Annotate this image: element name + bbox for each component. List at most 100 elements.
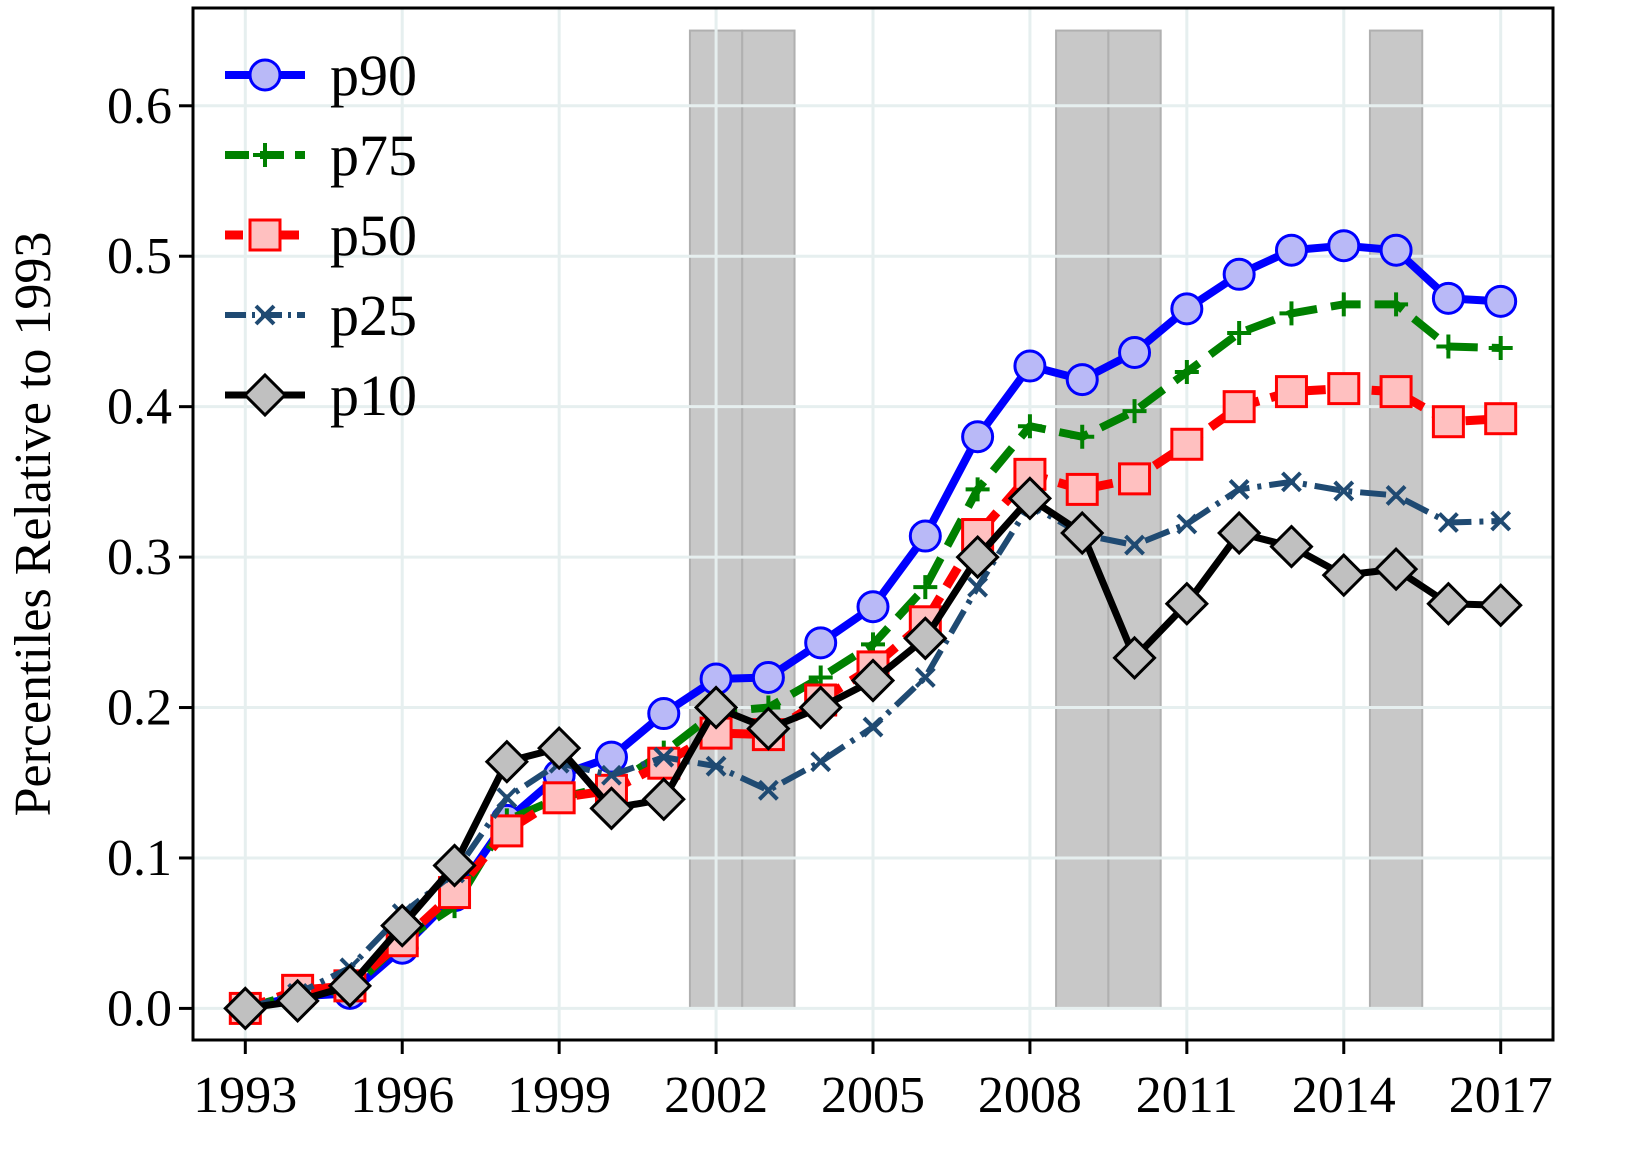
data-point-p10 (432, 843, 477, 888)
data-point-p75 (1174, 360, 1199, 385)
data-point-p10 (327, 963, 373, 1008)
recession-band (1368, 29, 1424, 1010)
data-point-p10 (275, 978, 320, 1024)
recession-band (1107, 29, 1162, 1010)
data-point-p10 (1478, 583, 1523, 628)
legend-label: p25 (330, 283, 417, 348)
data-point-p25 (1437, 512, 1459, 533)
x-tick-label: 1993 (193, 1067, 297, 1124)
legend-label: p75 (330, 123, 417, 188)
data-point-p90 (1379, 233, 1413, 267)
y-axis-label: Percentiles Relative to 1993 (5, 232, 62, 817)
data-point-p10 (693, 685, 739, 730)
legend-item-p90: p90 (225, 43, 417, 108)
data-point-p50 (1222, 390, 1256, 424)
data-point-p25 (1281, 471, 1302, 493)
legend-marker-p90 (248, 58, 282, 92)
data-point-p90 (961, 420, 995, 454)
data-point-p25 (862, 716, 884, 738)
data-point-p50 (647, 746, 681, 780)
legend-item-p25: p25 (225, 283, 417, 348)
data-point-p50 (1327, 372, 1361, 406)
data-point-p25 (496, 787, 518, 809)
legend-marker-p75 (253, 143, 277, 167)
y-tick-label: 0.4 (107, 379, 172, 436)
data-point-p10 (798, 685, 843, 730)
data-point-p90 (1484, 284, 1518, 318)
data-point-p50 (1379, 375, 1413, 409)
data-point-p10 (1060, 510, 1105, 556)
data-point-p10 (850, 658, 896, 703)
data-point-p10 (537, 726, 582, 771)
x-tick-label: 2014 (1292, 1067, 1396, 1124)
x-tick-label: 1996 (350, 1067, 454, 1124)
data-point-p75 (1070, 424, 1095, 449)
data-point-p10 (1112, 635, 1157, 681)
data-point-p90 (594, 740, 628, 774)
series-p10 (223, 476, 1523, 1031)
data-point-p90 (1327, 229, 1361, 263)
recession-band (741, 29, 796, 1010)
data-point-p25 (757, 779, 779, 801)
data-point-p90 (1170, 292, 1204, 326)
data-point-p10 (223, 986, 268, 1031)
axes: 1993 1996 1999 2002 2005 2008 2011 2014 2017 0.0 0… (107, 78, 1553, 1124)
data-point-p50 (1484, 402, 1518, 436)
data-point-p90 (908, 519, 942, 553)
data-point-p10 (1217, 510, 1262, 556)
legend-item-p50: p50 (225, 203, 417, 268)
data-point-p75 (1122, 399, 1147, 424)
data-point-p90 (647, 697, 681, 731)
data-point-p75 (1384, 292, 1409, 317)
legend-item-p10: p10 (225, 363, 417, 428)
data-point-p50 (490, 814, 524, 848)
x-tick-label: 1999 (507, 1067, 611, 1124)
data-point-p75 (1436, 334, 1461, 359)
data-point-p50 (1274, 375, 1308, 409)
data-point-p10 (903, 616, 948, 661)
legend: p90 p75 p50 p25 p10 (225, 43, 417, 428)
gridlines (193, 8, 1553, 1040)
y-tick-label: 0.5 (107, 228, 172, 285)
data-point-p90 (751, 660, 785, 694)
data-point-p75 (1488, 335, 1513, 360)
data-point-p75 (913, 575, 938, 600)
data-point-p25 (914, 667, 936, 688)
data-point-p75 (1331, 292, 1356, 317)
legend-label: p10 (330, 363, 417, 428)
data-point-p10 (746, 706, 791, 751)
legend-marker-p25 (254, 304, 276, 326)
data-point-p10 (1373, 547, 1419, 592)
data-point-p25 (1385, 485, 1407, 506)
data-point-p25 (1176, 513, 1198, 535)
data-point-p50 (1065, 472, 1099, 506)
legend-label: p90 (330, 43, 417, 108)
data-point-p10 (484, 739, 529, 784)
data-point-p10 (1164, 581, 1209, 626)
data-point-p25 (601, 764, 622, 786)
data-point-p50 (542, 781, 576, 815)
y-tick-label: 0.2 (107, 680, 172, 737)
data-point-p90 (1431, 281, 1465, 315)
y-tick-label: 0.0 (107, 980, 172, 1037)
data-point-p25 (653, 746, 675, 768)
data-point-p50 (1170, 427, 1204, 461)
data-point-p75 (1017, 414, 1042, 439)
x-tick-label: 2011 (1136, 1067, 1238, 1124)
legend-marker-p10 (242, 372, 288, 418)
y-tick-label: 0.6 (107, 78, 172, 135)
y-tick-label: 0.3 (107, 529, 172, 586)
data-point-p10 (641, 777, 686, 822)
data-point-p75 (1279, 301, 1304, 326)
data-point-p90 (1222, 257, 1256, 291)
legend-marker-p50 (248, 218, 282, 252)
data-point-p25 (810, 751, 832, 773)
x-tick-label: 2017 (1449, 1067, 1553, 1124)
legend-label: p50 (330, 203, 417, 268)
data-point-p25 (1124, 534, 1145, 556)
data-point-p10 (1321, 553, 1366, 598)
data-point-p90 (1274, 233, 1308, 267)
data-point-p10 (955, 534, 1000, 580)
x-tick-label: 2002 (664, 1067, 768, 1124)
